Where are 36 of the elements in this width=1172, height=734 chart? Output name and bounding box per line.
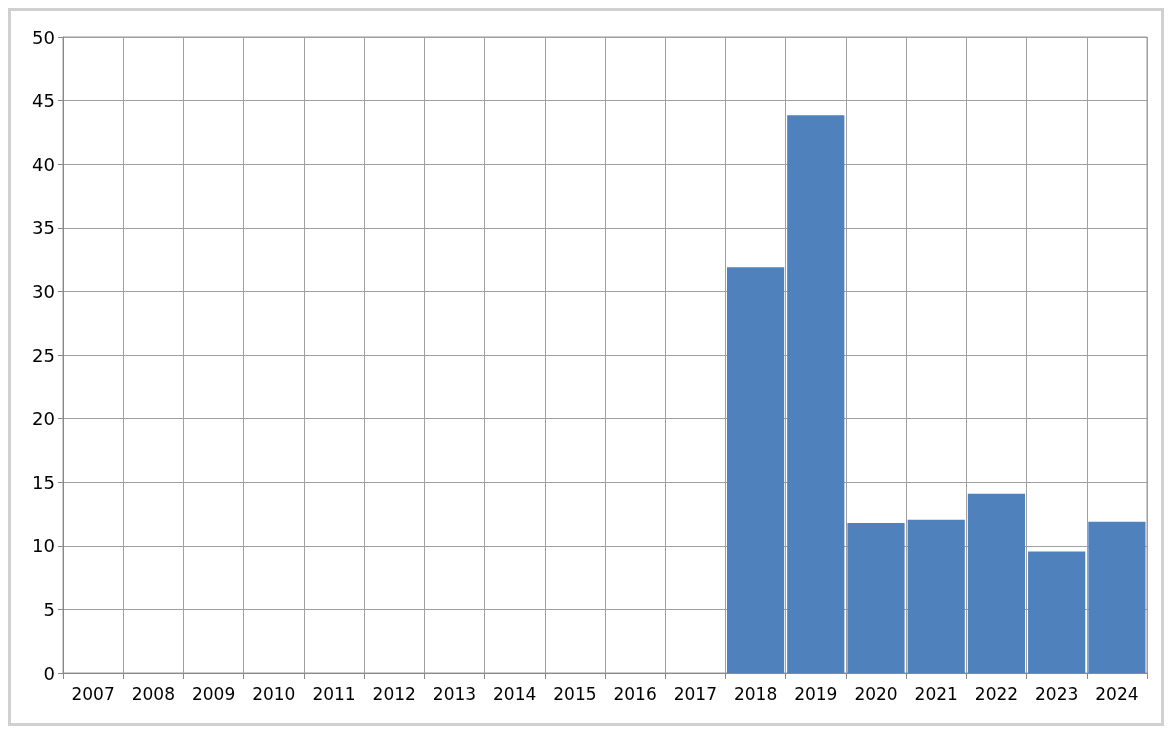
x-tick-label: 2020 xyxy=(854,683,898,704)
bar xyxy=(787,115,845,673)
y-tick-label: 15 xyxy=(32,471,55,493)
y-tick-label: 35 xyxy=(32,217,55,239)
x-tick-label: 2022 xyxy=(974,683,1019,704)
x-tick-label: 2009 xyxy=(191,683,236,704)
bar xyxy=(1088,521,1146,673)
x-tick-label: 2019 xyxy=(794,683,838,704)
x-tick-label: 2024 xyxy=(1095,683,1139,704)
x-tick-label: 2013 xyxy=(432,683,477,704)
y-tick-label: 30 xyxy=(32,280,55,302)
y-tick-label: 5 xyxy=(43,598,55,620)
bar xyxy=(847,522,905,673)
y-tick-label: 20 xyxy=(32,408,55,430)
y-tick-label: 50 xyxy=(32,26,55,48)
x-tick-label: 2010 xyxy=(252,683,296,704)
x-tick-label: 2016 xyxy=(613,683,657,704)
y-tick-label: 45 xyxy=(32,90,55,112)
x-tick-label: 2018 xyxy=(733,683,778,704)
y-tick-label: 40 xyxy=(32,153,55,175)
y-tick-label: 25 xyxy=(32,344,55,366)
x-tick-label: 2014 xyxy=(493,683,537,704)
y-tick-label: 0 xyxy=(43,662,55,684)
x-tick-label: 2021 xyxy=(914,683,958,704)
bar xyxy=(1028,551,1086,673)
x-tick-label: 2011 xyxy=(312,683,356,704)
bar xyxy=(726,267,785,673)
x-tick-label: 2007 xyxy=(71,683,115,704)
x-tick-label: 2017 xyxy=(673,683,717,704)
bar xyxy=(907,519,965,673)
x-tick-label: 2008 xyxy=(131,683,175,704)
x-tick-label: 2023 xyxy=(1035,683,1079,704)
x-tick-label: 2012 xyxy=(372,683,416,704)
x-tick-label: 2015 xyxy=(553,683,597,704)
y-tick-label: 10 xyxy=(32,535,55,557)
bar xyxy=(967,493,1026,673)
